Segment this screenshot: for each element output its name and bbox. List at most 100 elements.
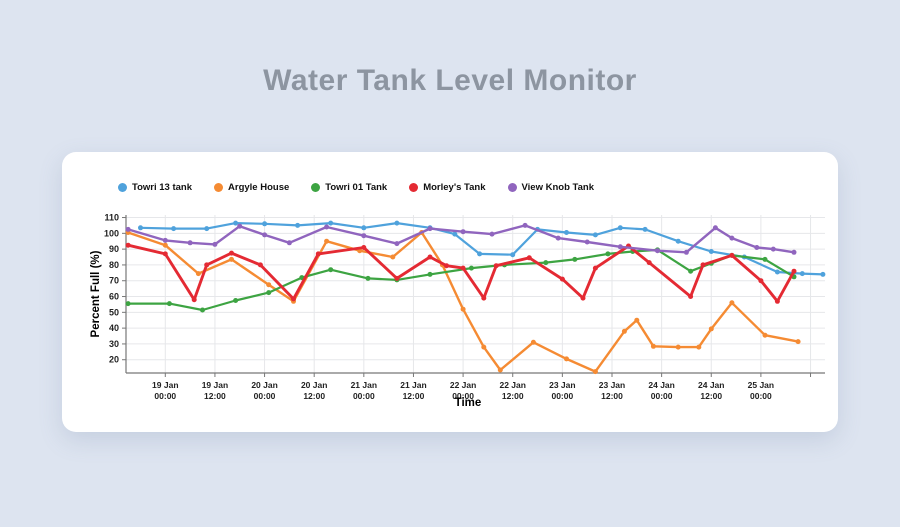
legend-item-towri-01-tank[interactable]: Towri 01 Tank	[311, 182, 387, 193]
data-point[interactable]	[162, 242, 168, 248]
data-point[interactable]	[138, 225, 143, 231]
data-point[interactable]	[394, 220, 400, 226]
data-point[interactable]	[324, 224, 330, 230]
data-point[interactable]	[125, 242, 131, 248]
data-point[interactable]	[361, 245, 367, 250]
data-point[interactable]	[650, 343, 656, 349]
data-point[interactable]	[617, 225, 623, 231]
data-point[interactable]	[572, 256, 578, 262]
legend-item-morley-s-tank[interactable]: Morley's Tank	[409, 182, 486, 193]
data-point[interactable]	[770, 246, 776, 252]
data-point[interactable]	[460, 306, 466, 312]
data-point[interactable]	[683, 249, 689, 255]
data-point[interactable]	[452, 231, 458, 237]
data-point[interactable]	[621, 328, 627, 334]
data-point[interactable]	[559, 276, 565, 282]
data-point[interactable]	[791, 268, 797, 274]
data-point[interactable]	[427, 226, 433, 232]
data-point[interactable]	[394, 241, 400, 247]
data-point[interactable]	[266, 282, 272, 288]
data-point[interactable]	[477, 251, 483, 257]
data-point[interactable]	[762, 332, 768, 338]
data-point[interactable]	[125, 301, 131, 307]
data-point[interactable]	[162, 237, 168, 243]
data-point[interactable]	[642, 226, 648, 232]
data-point[interactable]	[468, 265, 474, 271]
data-point[interactable]	[315, 251, 321, 257]
data-point[interactable]	[328, 267, 334, 273]
data-point[interactable]	[266, 290, 272, 296]
series-morley-s-tank[interactable]	[125, 242, 797, 304]
legend-item-view-knob-tank[interactable]: View Knob Tank	[507, 182, 594, 193]
data-point[interactable]	[688, 268, 694, 274]
data-point[interactable]	[166, 301, 172, 307]
series-argyle-house[interactable]	[125, 230, 801, 375]
data-point[interactable]	[555, 235, 561, 241]
data-point[interactable]	[820, 271, 826, 277]
data-point[interactable]	[481, 344, 487, 350]
data-point[interactable]	[204, 226, 210, 232]
data-point[interactable]	[237, 223, 243, 229]
data-point[interactable]	[162, 251, 168, 257]
data-point[interactable]	[233, 298, 239, 303]
data-point[interactable]	[634, 317, 640, 323]
data-point[interactable]	[799, 271, 805, 277]
data-point[interactable]	[762, 256, 768, 262]
data-point[interactable]	[291, 296, 296, 302]
data-point[interactable]	[675, 238, 681, 244]
data-point[interactable]	[617, 244, 623, 250]
data-point[interactable]	[493, 263, 499, 269]
data-point[interactable]	[390, 254, 396, 260]
data-point[interactable]	[257, 262, 263, 268]
data-point[interactable]	[708, 326, 714, 332]
data-point[interactable]	[774, 298, 780, 304]
data-point[interactable]	[497, 367, 503, 373]
legend-item-towri-13-tank[interactable]: Towri 13 tank	[118, 182, 192, 193]
data-point[interactable]	[543, 260, 549, 266]
data-point[interactable]	[361, 225, 367, 231]
data-point[interactable]	[712, 225, 718, 231]
data-point[interactable]	[328, 220, 334, 226]
data-point[interactable]	[460, 229, 466, 235]
data-point[interactable]	[522, 222, 528, 228]
data-point[interactable]	[262, 221, 268, 227]
data-point[interactable]	[191, 297, 197, 303]
data-point[interactable]	[125, 226, 131, 232]
data-point[interactable]	[592, 369, 598, 375]
data-point[interactable]	[361, 233, 367, 239]
data-point[interactable]	[200, 307, 205, 313]
data-point[interactable]	[324, 238, 330, 244]
data-point[interactable]	[427, 254, 433, 260]
legend-item-argyle-house[interactable]: Argyle House	[214, 182, 289, 193]
data-point[interactable]	[444, 263, 449, 269]
data-point[interactable]	[774, 269, 780, 275]
data-point[interactable]	[729, 252, 735, 258]
data-point[interactable]	[510, 252, 516, 258]
data-point[interactable]	[564, 230, 569, 235]
data-point[interactable]	[675, 344, 681, 350]
data-point[interactable]	[460, 265, 466, 271]
data-point[interactable]	[187, 240, 193, 246]
data-point[interactable]	[394, 275, 400, 281]
data-point[interactable]	[592, 232, 598, 238]
data-point[interactable]	[295, 222, 301, 228]
data-point[interactable]	[171, 226, 177, 232]
data-point[interactable]	[754, 245, 760, 250]
data-point[interactable]	[204, 262, 210, 268]
data-point[interactable]	[564, 356, 569, 362]
data-point[interactable]	[729, 235, 735, 241]
data-point[interactable]	[584, 239, 590, 245]
data-point[interactable]	[696, 344, 702, 350]
data-point[interactable]	[688, 294, 694, 299]
data-point[interactable]	[791, 249, 797, 255]
data-point[interactable]	[795, 339, 801, 345]
data-point[interactable]	[262, 232, 268, 238]
data-point[interactable]	[233, 220, 239, 226]
data-point[interactable]	[481, 295, 487, 301]
data-point[interactable]	[229, 256, 234, 262]
data-point[interactable]	[708, 249, 714, 254]
data-point[interactable]	[605, 251, 611, 257]
data-point[interactable]	[286, 240, 292, 246]
data-point[interactable]	[758, 278, 764, 284]
